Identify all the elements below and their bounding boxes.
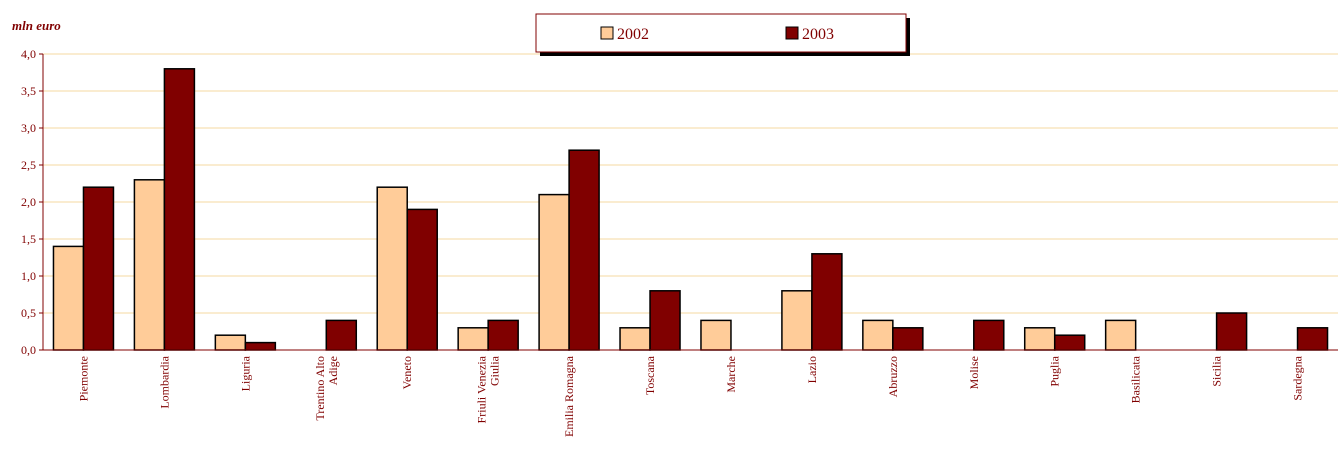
x-tick-label-line: Basilicata	[1129, 355, 1143, 403]
x-tick-label: Veneto	[400, 356, 414, 389]
x-tick-label-line: Emilia Romagna	[562, 355, 576, 437]
x-tick-label: Molise	[967, 356, 981, 389]
legend-label-2002: 2002	[617, 26, 649, 43]
x-tick-label-line: Sicilia	[1210, 355, 1224, 386]
bar-2003-molise	[973, 319, 1005, 351]
bar-2002-toscana	[619, 327, 651, 351]
x-tick-label-line: Giulia	[488, 355, 502, 386]
x-tick-label: Puglia	[1048, 355, 1062, 386]
bar-2003-sicilia	[1215, 312, 1248, 351]
x-tick-label-line: Molise	[967, 356, 981, 389]
axes: 0,0 0,5 1,0 1,5 2,0 2,5 3,0 3,5 4,0 Piemonte Lomba…	[21, 47, 1338, 437]
x-tick-label: Piemonte	[76, 356, 90, 401]
bar-2002-veneto	[376, 186, 408, 351]
bar-2003-emilia-romagna	[568, 149, 600, 351]
x-tick-label-line: Marche	[724, 356, 738, 393]
bar-2003-sardegna	[1296, 327, 1329, 351]
bar-2002-emilia-romagna	[538, 193, 570, 351]
y-tick-label: 0,0	[21, 343, 36, 357]
x-tick-label: Lazio	[805, 356, 819, 383]
bar-2003-abruzzo	[892, 327, 924, 351]
bar-2003-liguria	[244, 341, 277, 351]
bar-2003-lazio	[811, 253, 843, 351]
bars	[52, 68, 1329, 351]
bar-2002-lombardia	[133, 179, 166, 351]
bar-2002-marche	[700, 319, 732, 351]
y-axis-unit-label: mln euro	[12, 18, 61, 33]
bar-2003-friuli-venezia-giulia	[487, 319, 519, 351]
x-tick-label: Sicilia	[1210, 355, 1224, 386]
y-tick-label: 1,5	[21, 232, 36, 246]
bar-2002-puglia	[1023, 327, 1056, 351]
x-tick-label-line: Lazio	[805, 356, 819, 383]
x-tick-label-line: Liguria	[238, 355, 252, 391]
bar-2003-veneto	[406, 208, 438, 351]
bar-2003-lombardia	[163, 68, 196, 351]
x-tick-label: Emilia Romagna	[562, 355, 576, 437]
bar-2002-liguria	[214, 334, 247, 351]
bar-2002-piemonte	[52, 245, 85, 351]
y-tick-label: 1,0	[21, 269, 36, 283]
y-tick-label: 3,5	[21, 84, 36, 98]
bar-2002-basilicata	[1104, 319, 1137, 351]
x-tick-label-line: Friuli Venezia	[475, 355, 489, 423]
legend-label-2003: 2003	[802, 26, 834, 43]
bar-2003-puglia	[1053, 334, 1086, 351]
bar-2002-friuli-venezia-giulia	[457, 327, 489, 351]
x-tick-label-line: Trentino Alto	[313, 356, 327, 421]
bar-2002-abruzzo	[862, 319, 894, 351]
x-tick-label-line: Adige	[326, 356, 340, 385]
x-tick-label: Liguria	[238, 355, 252, 391]
bar-2003-toscana	[649, 290, 681, 351]
legend-swatch-2003	[785, 26, 799, 40]
x-tick-label-line: Lombardia	[157, 355, 171, 408]
legend-box	[535, 13, 907, 53]
x-tick-label-line: Puglia	[1048, 355, 1062, 386]
x-tick-label: Toscana	[643, 355, 657, 395]
x-tick-label: Marche	[724, 356, 738, 393]
y-tick-label: 3,0	[21, 121, 36, 135]
legend: 2002 2003	[535, 13, 910, 56]
y-tick-label: 2,5	[21, 158, 36, 172]
x-tick-label: Trentino AltoAdige	[313, 356, 340, 421]
y-tick-label: 0,5	[21, 306, 36, 320]
x-tick-label: Basilicata	[1129, 355, 1143, 403]
x-tick-label: Sardegna	[1291, 355, 1305, 400]
x-tick-label-line: Toscana	[643, 355, 657, 395]
x-tick-label-line: Abruzzo	[886, 356, 900, 397]
bar-2003-trentino-alto-adige	[325, 319, 358, 351]
y-tick-label: 4,0	[21, 47, 36, 61]
gridlines	[43, 53, 1338, 314]
x-tick-label-line: Veneto	[400, 356, 414, 389]
bar-2002-lazio	[781, 290, 813, 351]
x-tick-label: Abruzzo	[886, 356, 900, 397]
legend-swatch-2002	[600, 26, 614, 40]
x-tick-label-line: Sardegna	[1291, 355, 1305, 400]
x-tick-label-line: Piemonte	[76, 356, 90, 401]
x-tick-label: Friuli VeneziaGiulia	[475, 355, 502, 423]
y-tick-label: 2,0	[21, 195, 36, 209]
bar-2003-piemonte	[82, 186, 115, 351]
x-tick-label: Lombardia	[157, 355, 171, 408]
